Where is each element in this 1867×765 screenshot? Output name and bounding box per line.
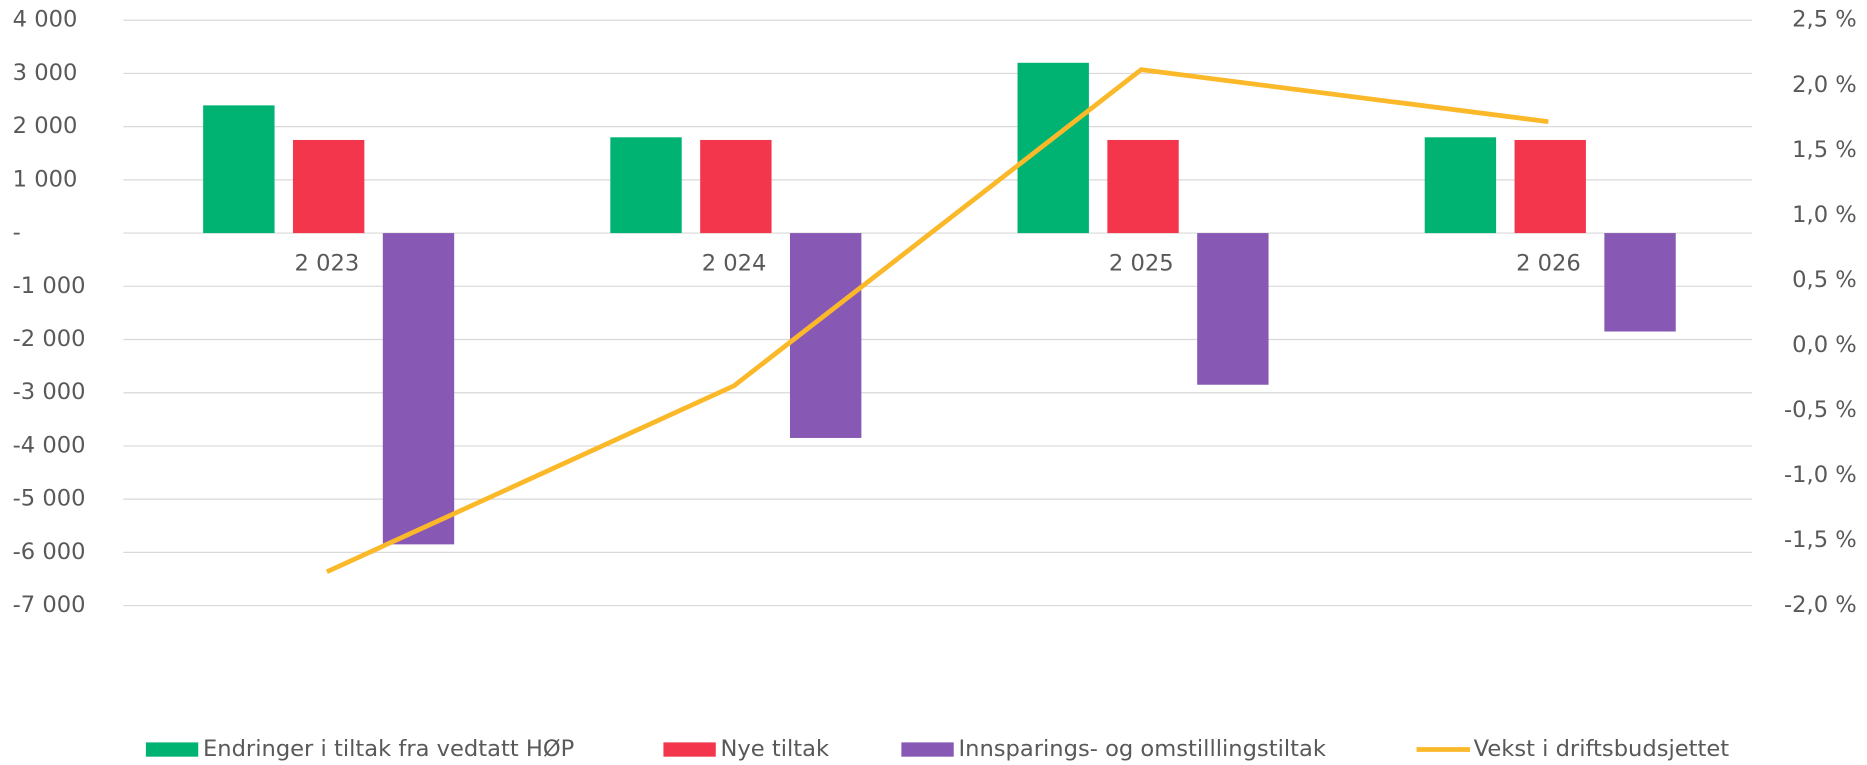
y-tick-label: 1 000	[13, 166, 78, 192]
bar	[1604, 233, 1676, 332]
legend-label: Innsparings- og omstilllingstiltak	[958, 736, 1326, 762]
bar	[1017, 62, 1089, 234]
y2-tick-label: 0,0 %	[1792, 332, 1857, 358]
bar	[203, 105, 275, 234]
y2-tick-label: 2,5 %	[1792, 7, 1857, 33]
x-tick-label: 2 023	[295, 251, 360, 277]
bar	[292, 139, 365, 234]
bar	[1197, 233, 1269, 385]
y-tick-label: -1 000	[13, 273, 86, 299]
y-tick-label: 3 000	[13, 60, 78, 86]
y2-tick-label: 2,0 %	[1792, 72, 1857, 98]
y-tick-label: 2 000	[13, 113, 78, 139]
y2-tick-label: 0,5 %	[1792, 267, 1857, 293]
bar	[1514, 139, 1586, 234]
y-tick-label: -	[13, 220, 21, 246]
legend-label: Vekst i driftsbudsjettet	[1474, 736, 1730, 762]
y2-tick-label: -2,0 %	[1784, 592, 1857, 618]
y2-tick-label: 1,0 %	[1792, 202, 1857, 228]
bar	[382, 233, 455, 545]
legend-swatch	[663, 742, 716, 757]
y-tick-label: -6 000	[13, 539, 86, 565]
bar	[610, 137, 682, 234]
y-tick-label: 4 000	[13, 7, 78, 33]
y-tick-label: -4 000	[13, 432, 86, 458]
legend-label: Endringer i tiltak fra vedtatt HØP	[203, 736, 574, 762]
bar	[1107, 139, 1179, 234]
x-tick-label: 2 025	[1109, 251, 1174, 277]
bar	[1424, 137, 1497, 234]
y-tick-label: -2 000	[13, 326, 86, 352]
line	[325, 67, 1549, 574]
y2-tick-label: -0,5 %	[1784, 397, 1857, 423]
y-tick-label: -3 000	[13, 379, 86, 405]
bar	[700, 139, 772, 234]
y2-tick-label: -1,0 %	[1784, 462, 1857, 488]
y-tick-label: -7 000	[13, 592, 86, 618]
x-tick-label: 2 024	[702, 251, 767, 277]
legend-label: Nye tiltak	[721, 736, 830, 762]
legend-swatch	[145, 742, 199, 757]
y-tick-label: -5 000	[13, 486, 86, 512]
x-tick-label: 2 026	[1516, 251, 1581, 277]
legend-swatch	[901, 742, 954, 757]
y2-tick-label: 1,5 %	[1792, 137, 1857, 163]
y2-tick-label: -1,5 %	[1784, 527, 1857, 553]
